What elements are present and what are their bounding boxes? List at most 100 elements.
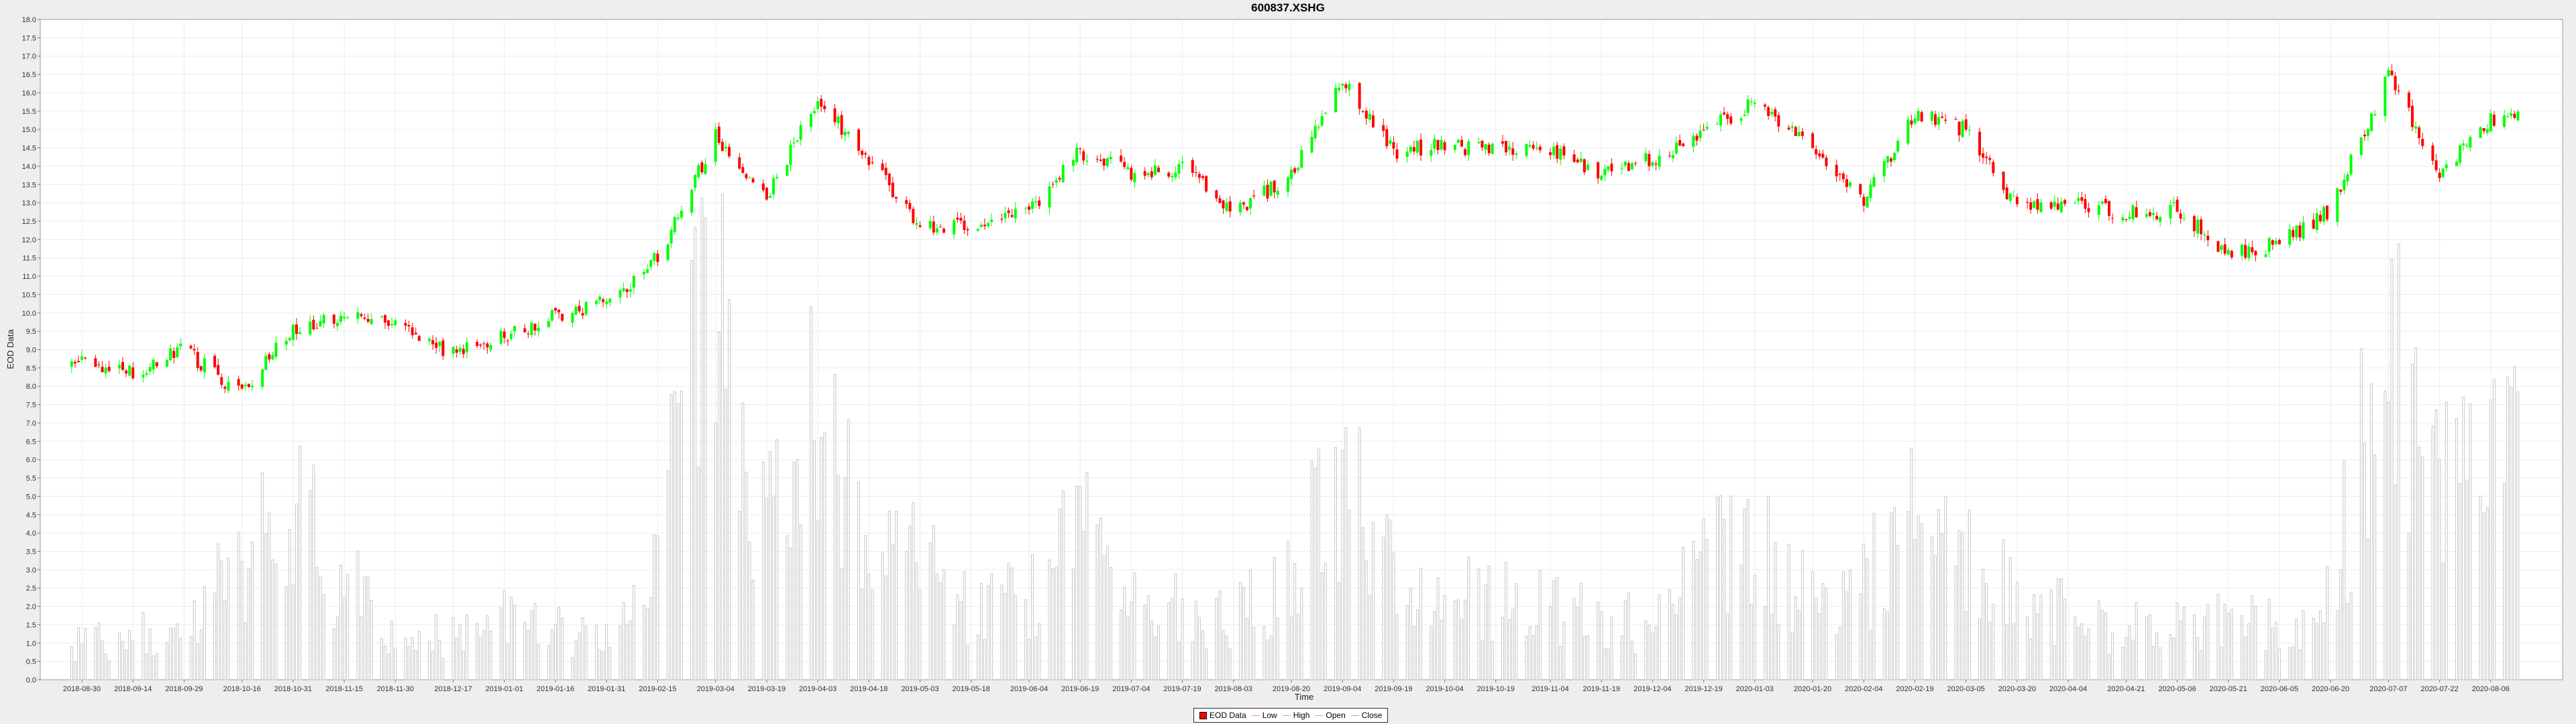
x-tick-label: 2020-05-06: [2158, 685, 2196, 693]
candle-body: [1572, 154, 1576, 162]
volume-bar: [2336, 610, 2339, 680]
volume-bar: [360, 615, 363, 680]
candle-body: [2097, 205, 2100, 215]
candle-body: [1559, 148, 1562, 160]
volume-bar: [584, 625, 588, 680]
candle-body: [414, 333, 417, 335]
candle-body: [1440, 139, 1443, 149]
candle-body: [1197, 174, 1201, 178]
volume-bar: [1061, 490, 1065, 680]
candle-body: [1896, 141, 1900, 152]
candle-body: [943, 229, 946, 233]
volume-bar: [2029, 638, 2033, 680]
x-tick-label: 2018-09-29: [165, 685, 203, 693]
legend-item-open: Open: [1315, 711, 1346, 720]
volume-bar: [694, 227, 697, 680]
candle-body: [1014, 208, 1017, 219]
volume-bar: [1562, 621, 1566, 680]
volume-bar: [1205, 648, 1208, 680]
candle-body: [619, 290, 622, 298]
candle-body: [2271, 240, 2274, 245]
candle-body: [1770, 111, 1774, 115]
volume-bar: [1058, 508, 1061, 680]
volume-bar: [823, 432, 826, 680]
volume-bar: [1130, 601, 1133, 680]
volume-bar: [1395, 614, 1399, 680]
volume-bar: [1034, 636, 1038, 680]
volume-bar: [1790, 632, 1794, 680]
y-tick-label: 8.0: [26, 383, 36, 391]
candle-body: [2084, 198, 2087, 209]
candle-body: [953, 220, 956, 235]
candle-body: [2366, 129, 2369, 136]
candle-body: [581, 313, 584, 316]
volume-bar: [550, 629, 553, 680]
volume-bar: [1644, 620, 1648, 680]
volume-bar: [1674, 614, 1678, 680]
volume-bar: [1623, 600, 1627, 680]
candle-body: [1651, 162, 1654, 166]
candle-body: [1944, 119, 1947, 121]
volume-bar: [1907, 511, 1910, 680]
volume-bar: [1835, 634, 1838, 680]
volume-bar: [891, 544, 894, 680]
volume-bar: [1815, 597, 1818, 680]
volume-bar: [1930, 536, 1933, 680]
candle-body: [1443, 142, 1446, 151]
volume-bar: [363, 576, 366, 680]
candle-body: [1409, 146, 1412, 152]
legend-item-high: High: [1282, 711, 1310, 720]
candle-body: [2230, 251, 2233, 258]
volume-bar: [356, 550, 360, 680]
candle-body: [1102, 158, 1106, 166]
volume-bar: [700, 197, 704, 680]
volume-bar: [2370, 383, 2373, 680]
candle-body: [918, 225, 922, 227]
volume-bar: [2002, 539, 2005, 680]
candle-body: [2179, 213, 2182, 219]
candle-body: [1106, 158, 1109, 166]
legend-label-high: High: [1293, 711, 1310, 720]
candle-body: [813, 111, 816, 113]
volume-bar: [2049, 589, 2053, 680]
volume-bar: [193, 600, 196, 680]
x-tick-label: 2018-11-15: [325, 685, 362, 693]
candle-body: [1276, 190, 1279, 195]
volume-bar: [172, 628, 176, 680]
candle-body: [653, 253, 656, 261]
volume-bar: [1392, 552, 1395, 680]
volume-bar: [629, 620, 632, 680]
x-tick-label: 2019-07-04: [1112, 685, 1150, 693]
candle-body: [131, 367, 135, 379]
volume-bar: [1297, 613, 1300, 680]
volume-bar: [2394, 484, 2397, 680]
volume-bar: [935, 573, 938, 680]
candle-body: [404, 322, 407, 326]
x-tick-label: 2019-01-01: [486, 685, 523, 693]
volume-bar: [1729, 495, 1733, 680]
volume-bar: [888, 511, 891, 680]
volume-bar: [1746, 499, 1750, 680]
volume-bar: [1024, 599, 1027, 680]
volume-bar: [407, 646, 411, 680]
candle-body: [2390, 70, 2394, 76]
volume-bar: [101, 640, 104, 680]
candle-body: [1048, 186, 1051, 208]
candle-body: [1120, 156, 1123, 162]
volume-bar: [2039, 595, 2043, 680]
volume-bar: [1102, 555, 1106, 680]
candle-body: [339, 315, 343, 322]
volume-bar: [2100, 609, 2104, 680]
candle-body: [2418, 127, 2421, 139]
volume-bar: [786, 535, 789, 680]
volume-bar: [605, 624, 608, 680]
volume-bar: [928, 542, 932, 680]
candle-body: [1511, 148, 1515, 155]
candle-body: [1549, 152, 1552, 156]
candle-body: [775, 176, 779, 178]
x-tick-label: 2020-06-05: [2261, 685, 2298, 693]
volume-bar: [1201, 630, 1205, 680]
candle-body: [2312, 219, 2315, 229]
candle-body: [220, 377, 223, 385]
candle-body: [299, 332, 302, 335]
